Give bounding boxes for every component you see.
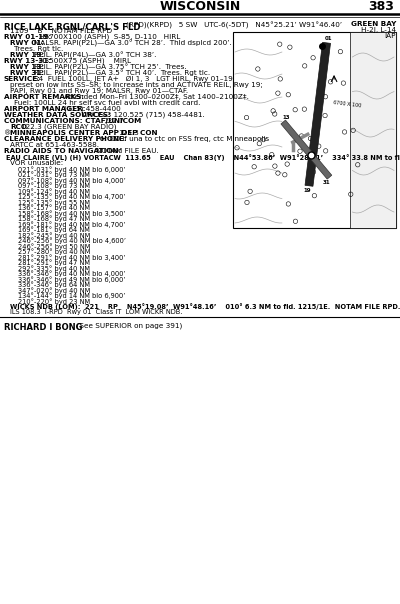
Text: 169°-181° byd 64 NM: 169°-181° byd 64 NM bbox=[18, 226, 90, 233]
Text: 158°-168° byd 40 NM blo 3,500’: 158°-168° byd 40 NM blo 3,500’ bbox=[18, 210, 126, 217]
Text: 125.3: 125.3 bbox=[118, 130, 139, 136]
Text: EAU CLAIRE (VL) (H) VORTACW  113.65    EAU    Chan 83(Y)    N44°53.86’  W91°28.7: EAU CLAIRE (VL) (H) VORTACW 113.65 EAU C… bbox=[6, 154, 400, 161]
Text: RWY 01:: RWY 01: bbox=[10, 40, 44, 46]
Text: AWOS-3 120.525 (715) 458-4481.: AWOS-3 120.525 (715) 458-4481. bbox=[82, 112, 204, 118]
Text: WISCONSIN: WISCONSIN bbox=[159, 1, 241, 13]
Text: WEATHER DATA SOURCES:: WEATHER DATA SOURCES: bbox=[4, 112, 111, 118]
Text: H3500X75 (ASPH)    MIRL: H3500X75 (ASPH) MIRL bbox=[39, 58, 131, 65]
Text: Fuel: 100LL 24 hr self svc fuel avbl with credit card.: Fuel: 100LL 24 hr self svc fuel avbl wit… bbox=[14, 100, 200, 106]
Polygon shape bbox=[281, 120, 332, 179]
Text: MALSR. PAPI(P2L)—GA 3.0° TCH 28’.  Thld dsplcd 200’.: MALSR. PAPI(P2L)—GA 3.0° TCH 28’. Thld d… bbox=[34, 40, 232, 47]
Text: 125°-135° byd 55 NM: 125°-135° byd 55 NM bbox=[18, 199, 90, 206]
Text: AIRPORT REMARKS:: AIRPORT REMARKS: bbox=[4, 94, 84, 100]
Text: RCO: RCO bbox=[10, 124, 27, 130]
Text: 347°-020° byd 40 NM: 347°-020° byd 40 NM bbox=[18, 287, 90, 294]
Text: Attended Mon–Fri 1300–0200Z‡, Sat 1400–2100Z‡.: Attended Mon–Fri 1300–0200Z‡, Sat 1400–2… bbox=[64, 94, 248, 100]
Text: 257°-280° byd 40 NM: 257°-280° byd 40 NM bbox=[18, 248, 90, 255]
Text: 136°-157° byd 40 NM: 136°-157° byd 40 NM bbox=[18, 205, 90, 211]
Text: COMMUNICATIONS: CTAF/UNICOM: COMMUNICATIONS: CTAF/UNICOM bbox=[4, 118, 141, 124]
Text: For CD if una to ctc on FSS freq, ctc Minneapolis: For CD if una to ctc on FSS freq, ctc Mi… bbox=[96, 136, 269, 142]
Text: (See SUPERIOR on page 391): (See SUPERIOR on page 391) bbox=[72, 323, 182, 329]
Text: 13: 13 bbox=[282, 115, 290, 120]
Text: (715) 458-4400: (715) 458-4400 bbox=[64, 106, 120, 112]
Text: 134°-144° byd 14 NM blo 6,900’: 134°-144° byd 14 NM blo 6,900’ bbox=[18, 292, 125, 299]
Text: 210°-220° byd 23 NM: 210°-220° byd 23 NM bbox=[18, 298, 90, 305]
Text: ILS 108.3  I-RPD  Rwy 01  Class IT  LOM WiCKR NDB.: ILS 108.3 I-RPD Rwy 01 Class IT LOM WiCK… bbox=[10, 309, 182, 315]
Text: 097°-108° byd 73 NM: 097°-108° byd 73 NM bbox=[18, 182, 90, 189]
Text: 01: 01 bbox=[325, 36, 332, 41]
Text: CLEARANCE DELIVERY PHONE:: CLEARANCE DELIVERY PHONE: bbox=[4, 136, 127, 142]
Text: REIL. PAPI(P4L)—GA 3.0° TCH 38’.: REIL. PAPI(P4L)—GA 3.0° TCH 38’. bbox=[34, 52, 157, 59]
Text: SERVICE:: SERVICE: bbox=[4, 76, 41, 82]
Text: 021°-031° byd 40 NM blo 6,000’: 021°-031° byd 40 NM blo 6,000’ bbox=[18, 166, 126, 173]
Text: 281°-291° byd 47 NM: 281°-291° byd 47 NM bbox=[18, 260, 90, 266]
Text: H6700X100 (ASPH)  S-85, D-110   HIRL: H6700X100 (ASPH) S-85, D-110 HIRL bbox=[39, 34, 180, 40]
Text: (RPD)(KRPD)   5 SW   UTC-6(-5DT)   N45°25.21’ W91°46.40’: (RPD)(KRPD) 5 SW UTC-6(-5DT) N45°25.21’ … bbox=[126, 22, 342, 29]
Text: RICE LAKE RGNL/CARL'S FLD: RICE LAKE RGNL/CARL'S FLD bbox=[4, 22, 140, 31]
Text: GREEN BAY: GREEN BAY bbox=[351, 21, 396, 27]
Text: AIRPORT MANAGER:: AIRPORT MANAGER: bbox=[4, 106, 86, 112]
Text: 122.3 (GREEN BAY RADIO): 122.3 (GREEN BAY RADIO) bbox=[21, 124, 116, 130]
Text: RADIO AIDS TO NAVIGATION:: RADIO AIDS TO NAVIGATION: bbox=[4, 148, 121, 154]
Bar bbox=[350, 32, 396, 228]
Text: RWY 01-19:: RWY 01-19: bbox=[4, 34, 51, 40]
Text: 292°-335° byd 40 NM: 292°-335° byd 40 NM bbox=[18, 265, 90, 272]
Text: MINNEAPOLIS CENTER APP DEP CON: MINNEAPOLIS CENTER APP DEP CON bbox=[10, 130, 158, 136]
Text: 19: 19 bbox=[303, 188, 311, 193]
Text: PAPI, Rwy 01 and Rwy 19; MALSR, Rwy 01—CTAF.: PAPI, Rwy 01 and Rwy 19; MALSR, Rwy 01—C… bbox=[10, 88, 188, 94]
Text: ARTCC at 651-463-5588.: ARTCC at 651-463-5588. bbox=[10, 142, 99, 148]
Text: 1109    B    NOTAM FILE RPD: 1109 B NOTAM FILE RPD bbox=[10, 28, 112, 34]
Text: 246°-256° byd 40 NM blo 4,600’: 246°-256° byd 40 NM blo 4,600’ bbox=[18, 237, 126, 244]
Text: 336°-346° byd 64 NM: 336°-346° byd 64 NM bbox=[18, 281, 90, 288]
Text: 097°-108° byd 40 NM blo 4,000’: 097°-108° byd 40 NM blo 4,000’ bbox=[18, 177, 126, 184]
Text: 336°-346° byd 49 NM blo 6,000’: 336°-346° byd 49 NM blo 6,000’ bbox=[18, 276, 126, 283]
Text: VOR unusable:: VOR unusable: bbox=[10, 160, 63, 166]
Text: S4  FUEL 100LL, JET A+   ØI 1, 3   LGT HIRL, Rwy 01–19: S4 FUEL 100LL, JET A+ ØI 1, 3 LGT HIRL, … bbox=[34, 76, 233, 82]
Text: 336°-346° byd 40 NM blo 4,000’: 336°-346° byd 40 NM blo 4,000’ bbox=[18, 271, 126, 277]
Text: IAP: IAP bbox=[384, 33, 396, 39]
Text: RWY 19:: RWY 19: bbox=[10, 52, 44, 58]
Text: RWY 31:: RWY 31: bbox=[10, 70, 44, 76]
Text: 6700 X 100: 6700 X 100 bbox=[333, 100, 362, 109]
Text: RWY 13-31:: RWY 13-31: bbox=[4, 58, 51, 64]
Text: 246°-256° byd 50 NM: 246°-256° byd 50 NM bbox=[18, 243, 90, 249]
Text: REIL. PAPI(P2L)—GA 3.5° TCH 40’.  Trees. Rgt tlc.: REIL. PAPI(P2L)—GA 3.5° TCH 40’. Trees. … bbox=[34, 70, 211, 77]
Text: preset on low ints SS–SR; to increase ints and ACTIVATE REIL, Rwy 19;: preset on low ints SS–SR; to increase in… bbox=[10, 82, 263, 88]
Text: 383: 383 bbox=[368, 1, 394, 13]
Text: WICKS NDB (LOM):  221    RP    N45°19.08’  W91°48.16’    010° 6.3 NM to fld. 121: WICKS NDB (LOM): 221 RP N45°19.08’ W91°4… bbox=[10, 303, 400, 310]
Text: 281°-291° byd 40 NM blo 3,400’: 281°-291° byd 40 NM blo 3,400’ bbox=[18, 254, 126, 261]
Text: RWY 13:: RWY 13: bbox=[10, 64, 44, 70]
Text: RICHARD I BONG: RICHARD I BONG bbox=[4, 323, 82, 332]
Text: 021°-031° byd 73 NM: 021°-031° byd 73 NM bbox=[18, 172, 90, 178]
Text: 109°-124° byd 40 NM: 109°-124° byd 40 NM bbox=[18, 188, 90, 194]
Text: 158°-168° byd 47 NM: 158°-168° byd 47 NM bbox=[18, 216, 90, 222]
Text: 169°-181° byd 40 NM blo 4,700’: 169°-181° byd 40 NM blo 4,700’ bbox=[18, 221, 126, 228]
Text: 125°-135° byd 40 NM blo 4,700’: 125°-135° byd 40 NM blo 4,700’ bbox=[18, 193, 126, 200]
Text: H-2J, L-14: H-2J, L-14 bbox=[361, 27, 396, 33]
Text: REIL. PAPI(P2L)—GA 3.75° TCH 25’.  Trees.: REIL. PAPI(P2L)—GA 3.75° TCH 25’. Trees. bbox=[34, 64, 187, 71]
Text: NOTAM FILE EAU.: NOTAM FILE EAU. bbox=[96, 148, 159, 154]
Bar bbox=[233, 32, 396, 228]
Polygon shape bbox=[305, 42, 330, 186]
Text: 122.7: 122.7 bbox=[103, 118, 124, 124]
Text: 31: 31 bbox=[323, 180, 330, 185]
Text: 182°-245° byd 40 NM: 182°-245° byd 40 NM bbox=[18, 232, 90, 239]
Text: ®: ® bbox=[4, 130, 11, 136]
Text: Trees. Rgt tlc.: Trees. Rgt tlc. bbox=[14, 46, 63, 52]
